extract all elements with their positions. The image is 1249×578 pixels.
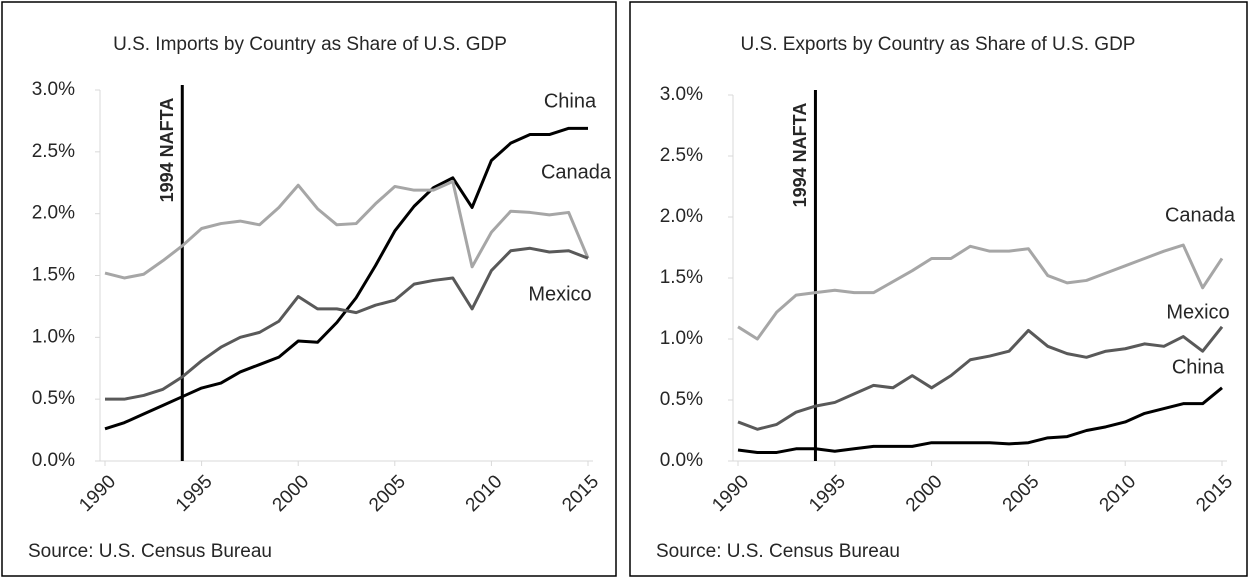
series-line: [737, 325, 1224, 431]
series-line: [737, 243, 1224, 341]
series-label: China: [1172, 356, 1225, 378]
panel-border: [629, 1, 1248, 577]
y-tick-label: 0.0%: [32, 450, 75, 471]
y-tick-label: 2.0%: [32, 203, 75, 224]
chart-title: U.S. Imports by Country as Share of U.S.…: [113, 34, 507, 55]
panel-border: [1, 1, 617, 577]
series-label: China: [544, 90, 597, 112]
y-tick-label: 2.5%: [660, 145, 703, 166]
x-tick-label: 2010: [1096, 471, 1141, 516]
chart-title: U.S. Exports by Country as Share of U.S.…: [741, 34, 1136, 55]
series-line: [104, 126, 588, 431]
x-tick-label: 1990: [75, 471, 120, 516]
x-tick-label: 2000: [902, 471, 947, 516]
x-tick-label: 2005: [999, 471, 1044, 516]
y-tick-label: 3.0%: [32, 79, 75, 100]
series-label: Canada: [541, 161, 612, 183]
y-tick-label: 0.0%: [660, 450, 703, 471]
series-line: [737, 386, 1223, 454]
series-label: Canada: [1165, 204, 1236, 226]
series-line: [104, 180, 590, 280]
x-tick-label: 1995: [172, 471, 217, 516]
series-label: Mexico: [1166, 301, 1229, 323]
source: Source: U.S. Census Bureau: [656, 541, 900, 562]
y-tick-label: 2.0%: [660, 206, 703, 227]
y-tick-label: 1.0%: [660, 328, 703, 349]
y-tick-label: 1.5%: [660, 267, 703, 288]
y-tick-label: 1.5%: [32, 265, 75, 286]
x-tick-label: 2000: [269, 471, 314, 516]
x-tick-label: 2005: [365, 471, 410, 516]
y-tick-label: 3.0%: [660, 84, 703, 105]
x-tick-label: 2010: [462, 471, 507, 516]
series-label: Mexico: [528, 283, 591, 305]
x-tick-label: 1990: [708, 471, 753, 516]
x-tick-label: 2015: [558, 471, 603, 516]
annotation-text: 1994 NAFTA: [790, 103, 810, 208]
y-tick-label: 0.5%: [660, 389, 703, 410]
x-tick-label: 2015: [1192, 471, 1237, 516]
series-line: [105, 246, 589, 401]
y-tick-label: 2.5%: [32, 141, 75, 162]
source: Source: U.S. Census Bureau: [28, 541, 272, 562]
annotation-text: 1994 NAFTA: [157, 98, 177, 203]
y-tick-label: 0.5%: [32, 388, 75, 409]
y-tick-label: 1.0%: [32, 326, 75, 347]
x-tick-label: 1995: [805, 471, 850, 516]
